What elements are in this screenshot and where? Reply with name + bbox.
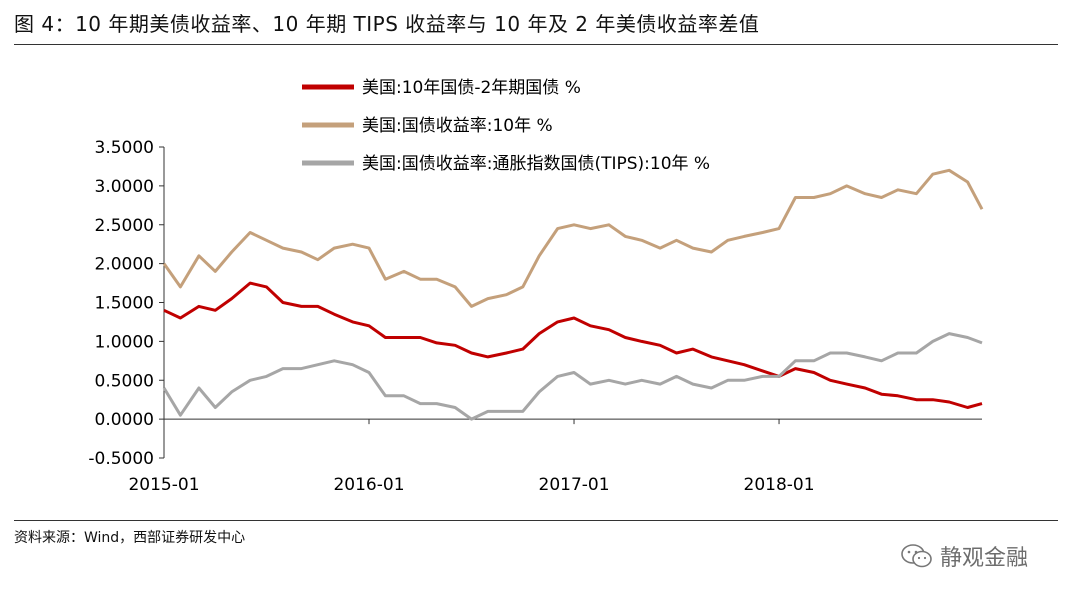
y-tick-label: 1.0000 <box>95 332 154 352</box>
chart-title: 图 4：10 年期美债收益率、10 年期 TIPS 收益率与 10 年及 2 年… <box>14 12 760 36</box>
legend-item-spread: 美国:10年国债-2年期国债 % <box>302 78 581 98</box>
legend-label-tips: 美国:国债收益率:通胀指数国债(TIPS):10年 % <box>362 154 710 174</box>
y-tick-label: 2.5000 <box>95 216 154 236</box>
legend: 美国:10年国债-2年期国债 % 美国:国债收益率:10年 % 美国:国债收益率… <box>302 78 710 174</box>
watermark-text: 静观金融 <box>940 546 1029 571</box>
x-tick-label: 2016-01 <box>333 475 404 495</box>
series-lines <box>162 168 984 421</box>
y-tick-label: 1.5000 <box>95 294 154 314</box>
tips-yield-series-line <box>162 332 983 421</box>
nominal-yield-series-line <box>162 168 984 308</box>
x-tick-label: 2017-01 <box>539 475 610 495</box>
y-tick-label: -0.5000 <box>88 449 154 469</box>
wechat-icon <box>901 544 932 568</box>
y-tick-label: 0.5000 <box>95 371 154 391</box>
y-tick-label: 2.0000 <box>95 255 154 275</box>
legend-label-spread: 美国:10年国债-2年期国债 % <box>362 78 581 98</box>
title-divider <box>14 44 1058 45</box>
watermark: 静观金融 <box>900 540 1028 572</box>
legend-item-tips: 美国:国债收益率:通胀指数国债(TIPS):10年 % <box>302 154 710 174</box>
x-tick-label: 2015-01 <box>128 475 199 495</box>
spread-series-line <box>163 281 983 409</box>
legend-item-nominal: 美国:国债收益率:10年 % <box>302 116 553 136</box>
legend-label-nominal: 美国:国债收益率:10年 % <box>362 116 553 136</box>
y-tick-label: 0.0000 <box>95 410 154 430</box>
x-ticks: 2015-01 2016-01 2017-01 2018-01 <box>128 419 815 495</box>
line-chart: 3.5000 3.0000 2.5000 2.0000 1.5000 1.0000 0.50… <box>88 78 984 495</box>
y-tick-label: 3.0000 <box>95 177 154 197</box>
x-tick-label: 2018-01 <box>744 475 815 495</box>
y-ticks: 3.5000 3.0000 2.5000 2.0000 1.5000 1.0000 0.50… <box>88 138 164 469</box>
y-tick-label: 3.5000 <box>95 138 154 158</box>
source-note: 资料来源：Wind，西部证券研发中心 <box>14 530 246 546</box>
footer-divider <box>14 520 1058 521</box>
